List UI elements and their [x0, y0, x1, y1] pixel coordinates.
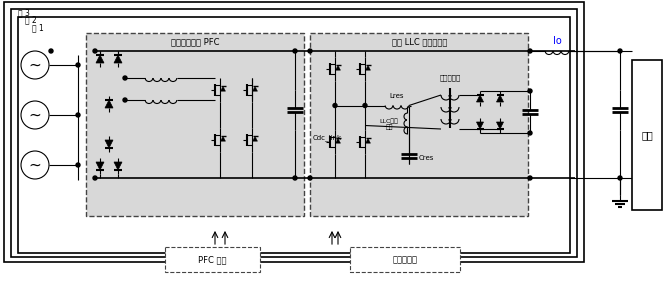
Circle shape: [333, 104, 337, 107]
Circle shape: [363, 104, 367, 107]
Circle shape: [21, 51, 49, 79]
Polygon shape: [476, 95, 484, 102]
Circle shape: [308, 49, 312, 53]
Circle shape: [528, 89, 532, 93]
Circle shape: [618, 49, 622, 53]
Circle shape: [76, 63, 80, 67]
Circle shape: [21, 101, 49, 129]
Polygon shape: [220, 136, 226, 141]
Text: Cdc_link: Cdc_link: [313, 135, 342, 141]
Text: 相 1: 相 1: [32, 23, 44, 32]
Circle shape: [93, 176, 97, 180]
Text: 电池: 电池: [641, 130, 653, 140]
Bar: [18, 17, 570, 253]
Polygon shape: [114, 55, 122, 63]
Polygon shape: [96, 55, 104, 63]
Polygon shape: [220, 86, 226, 91]
Polygon shape: [366, 65, 371, 70]
Text: 相 2: 相 2: [25, 15, 37, 24]
Polygon shape: [105, 100, 113, 108]
Bar: [632, 60, 662, 210]
Circle shape: [93, 49, 97, 53]
Bar: [165, 247, 260, 272]
Polygon shape: [366, 139, 371, 143]
Text: Cres: Cres: [419, 155, 434, 161]
Bar: [4, 2, 584, 262]
Text: ~: ~: [29, 58, 42, 72]
Circle shape: [123, 98, 127, 102]
Polygon shape: [476, 122, 484, 129]
Polygon shape: [336, 139, 340, 143]
Bar: [11, 9, 577, 257]
Circle shape: [123, 76, 127, 80]
Bar: [310, 33, 528, 216]
Text: Lres: Lres: [390, 93, 404, 100]
Circle shape: [76, 113, 80, 117]
Text: 单向 LLC 全桥转换器: 单向 LLC 全桥转换器: [393, 38, 448, 47]
Circle shape: [293, 176, 297, 180]
Text: 传统的交错式 PFC: 传统的交错式 PFC: [171, 38, 219, 47]
Polygon shape: [253, 136, 257, 141]
Polygon shape: [496, 122, 503, 129]
Text: Io: Io: [553, 36, 561, 46]
Text: ~: ~: [29, 157, 42, 173]
Text: 相 3: 相 3: [18, 8, 30, 17]
Polygon shape: [105, 140, 113, 148]
Polygon shape: [336, 65, 340, 70]
Polygon shape: [114, 162, 122, 170]
Polygon shape: [96, 162, 104, 170]
Text: ~: ~: [29, 107, 42, 123]
Polygon shape: [496, 95, 503, 102]
Circle shape: [528, 49, 532, 53]
Circle shape: [293, 49, 297, 53]
Text: LLC储能
电路: LLC储能 电路: [380, 118, 399, 130]
Circle shape: [49, 49, 53, 53]
Text: 隔离变压器: 隔离变压器: [440, 75, 461, 81]
Circle shape: [308, 176, 312, 180]
Circle shape: [76, 163, 80, 167]
Bar: [350, 247, 460, 272]
Text: 初级侧门控: 初级侧门控: [393, 255, 417, 264]
Circle shape: [21, 151, 49, 179]
Circle shape: [528, 176, 532, 180]
Polygon shape: [253, 86, 257, 91]
Circle shape: [618, 176, 622, 180]
Circle shape: [528, 131, 532, 135]
Text: PFC 控制: PFC 控制: [198, 255, 226, 264]
Bar: [86, 33, 304, 216]
